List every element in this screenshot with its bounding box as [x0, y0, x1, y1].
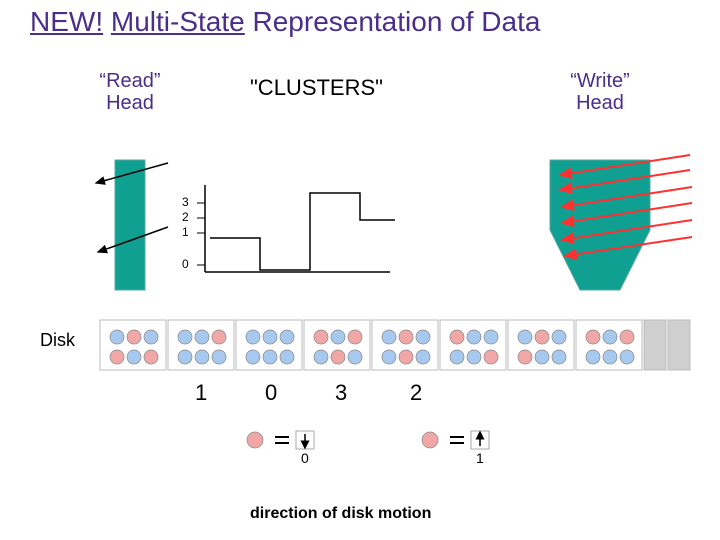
diagram-svg	[0, 0, 720, 540]
cell-value-1: 0	[265, 380, 277, 406]
ytick-1: 1	[182, 225, 189, 239]
legend-num-1: 1	[476, 450, 484, 466]
cell-value-3: 2	[410, 380, 422, 406]
ytick-2: 2	[182, 210, 189, 224]
legend-num-0: 0	[301, 450, 309, 466]
ytick-0: 0	[182, 257, 189, 271]
cell-value-0: 1	[195, 380, 207, 406]
cell-value-2: 3	[335, 380, 347, 406]
ytick-3: 3	[182, 195, 189, 209]
